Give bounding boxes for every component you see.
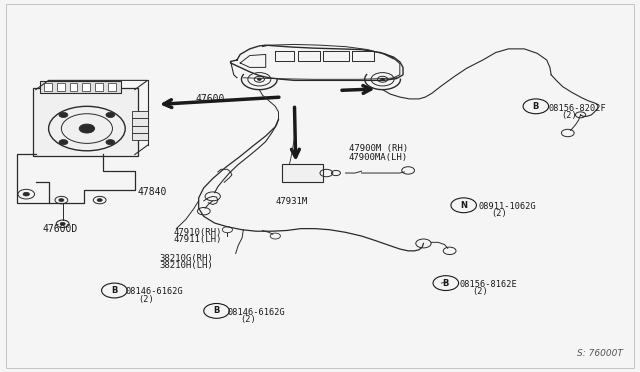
Circle shape xyxy=(23,192,29,196)
Circle shape xyxy=(59,140,68,145)
Text: 47600: 47600 xyxy=(195,94,225,104)
Circle shape xyxy=(59,199,64,202)
FancyBboxPatch shape xyxy=(83,83,90,91)
Text: 38210H(LH): 38210H(LH) xyxy=(159,261,213,270)
FancyBboxPatch shape xyxy=(57,83,65,91)
Circle shape xyxy=(79,124,95,133)
FancyBboxPatch shape xyxy=(132,133,148,140)
Text: 08156-8162E: 08156-8162E xyxy=(460,280,517,289)
Circle shape xyxy=(381,78,385,80)
Circle shape xyxy=(106,112,115,118)
Text: B: B xyxy=(111,286,118,295)
FancyBboxPatch shape xyxy=(70,83,77,91)
FancyBboxPatch shape xyxy=(33,88,138,156)
Circle shape xyxy=(97,199,102,202)
Circle shape xyxy=(59,112,68,118)
FancyBboxPatch shape xyxy=(132,118,148,126)
FancyBboxPatch shape xyxy=(44,83,52,91)
Text: 08911-1062G: 08911-1062G xyxy=(478,202,536,211)
Text: 08146-6162G: 08146-6162G xyxy=(227,308,285,317)
Text: (2): (2) xyxy=(138,295,154,304)
Text: B: B xyxy=(443,279,449,288)
Text: 38210G(RH): 38210G(RH) xyxy=(159,254,213,263)
Text: 08146-6162G: 08146-6162G xyxy=(125,287,183,296)
FancyBboxPatch shape xyxy=(282,164,323,182)
Text: 47931M: 47931M xyxy=(275,197,308,206)
Circle shape xyxy=(257,78,261,80)
Text: B: B xyxy=(532,102,539,111)
Text: (2): (2) xyxy=(472,287,488,296)
Circle shape xyxy=(106,140,115,145)
Circle shape xyxy=(60,222,65,225)
Text: N: N xyxy=(460,201,467,210)
Text: 08156-8202F: 08156-8202F xyxy=(548,104,606,113)
Text: 47600D: 47600D xyxy=(42,224,77,234)
FancyBboxPatch shape xyxy=(40,81,121,93)
FancyBboxPatch shape xyxy=(108,83,116,91)
FancyBboxPatch shape xyxy=(95,83,103,91)
Text: B: B xyxy=(213,307,220,315)
Text: 47910(RH): 47910(RH) xyxy=(173,228,221,237)
FancyBboxPatch shape xyxy=(132,126,148,133)
Text: (2): (2) xyxy=(491,209,507,218)
Text: 47900M (RH): 47900M (RH) xyxy=(349,144,408,153)
Text: S: 76000T: S: 76000T xyxy=(577,349,623,358)
Text: (2): (2) xyxy=(240,315,256,324)
Text: 47840: 47840 xyxy=(138,187,168,196)
FancyBboxPatch shape xyxy=(132,111,148,118)
Text: 47911(LH): 47911(LH) xyxy=(173,235,221,244)
Text: 47900MA(LH): 47900MA(LH) xyxy=(349,153,408,161)
Text: (2): (2) xyxy=(561,111,577,120)
